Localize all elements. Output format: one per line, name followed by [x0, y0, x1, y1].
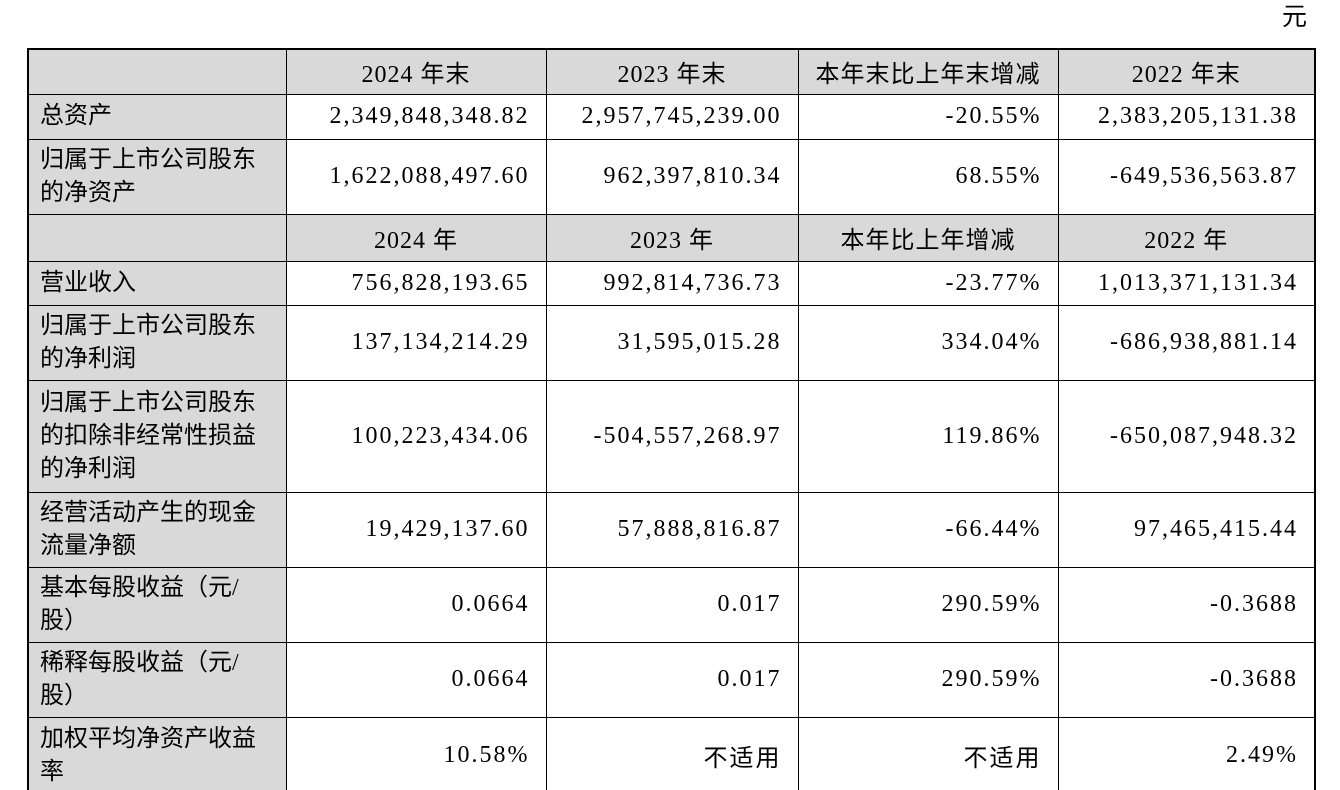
value-change: -23.77%: [797, 260, 1059, 306]
header-2024-year-end: 2024 年末: [285, 48, 547, 95]
row-label: 加权平均净资产收益率: [27, 716, 287, 790]
value-2022: 2,383,205,131.38: [1057, 93, 1316, 140]
table-row-weighted-avg-roe: 加权平均净资产收益率 10.58% 不适用 不适用 2.49%: [27, 716, 1316, 790]
value-change: -20.55%: [797, 93, 1059, 140]
value-2022: -686,938,881.14: [1057, 304, 1316, 381]
value-2023: 57,888,816.87: [545, 491, 799, 568]
header-yoy-change-year-end: 本年末比上年末增减: [797, 48, 1059, 95]
value-2024: 0.0664: [285, 641, 547, 718]
value-2022: -649,536,563.87: [1057, 138, 1316, 215]
value-2022: -650,087,948.32: [1057, 379, 1316, 493]
value-2023: 不适用: [545, 716, 799, 790]
value-2022: -0.3688: [1057, 641, 1316, 718]
value-2023: 2,957,745,239.00: [545, 93, 799, 140]
value-change: 290.59%: [797, 641, 1059, 718]
row-label: 营业收入: [27, 260, 287, 306]
table-row-total-assets: 总资产 2,349,848,348.82 2,957,745,239.00 -2…: [27, 93, 1316, 140]
header-2023-year-end: 2023 年末: [545, 48, 799, 95]
table-row-operating-revenue: 营业收入 756,828,193.65 992,814,736.73 -23.7…: [27, 260, 1316, 306]
value-change: 68.55%: [797, 138, 1059, 215]
header-2024-year: 2024 年: [285, 213, 547, 262]
header-empty-cell: [27, 213, 287, 262]
header-2023-year: 2023 年: [545, 213, 799, 262]
value-2024: 10.58%: [285, 716, 547, 790]
row-label: 归属于上市公司股东的净资产: [27, 138, 287, 215]
row-label: 归属于上市公司股东的扣除非经常性损益的净利润: [27, 379, 287, 493]
value-2022: 1,013,371,131.34: [1057, 260, 1316, 306]
section1-header-row: 2024 年末 2023 年末 本年末比上年末增减 2022 年末: [27, 48, 1316, 95]
value-2023: 0.017: [545, 641, 799, 718]
table-row-net-assets: 归属于上市公司股东的净资产 1,622,088,497.60 962,397,8…: [27, 138, 1316, 215]
table-row-net-profit: 归属于上市公司股东的净利润 137,134,214.29 31,595,015.…: [27, 304, 1316, 381]
row-label: 经营活动产生的现金流量净额: [27, 491, 287, 568]
row-label: 稀释每股收益（元/股）: [27, 641, 287, 718]
value-change: -66.44%: [797, 491, 1059, 568]
value-2023: 0.017: [545, 566, 799, 643]
value-2023: 962,397,810.34: [545, 138, 799, 215]
value-change: 290.59%: [797, 566, 1059, 643]
value-2024: 1,622,088,497.60: [285, 138, 547, 215]
value-2023: 31,595,015.28: [545, 304, 799, 381]
value-change: 334.04%: [797, 304, 1059, 381]
table-row-diluted-eps: 稀释每股收益（元/股） 0.0664 0.017 290.59% -0.3688: [27, 641, 1316, 718]
financial-summary-table: 2024 年末 2023 年末 本年末比上年末增减 2022 年末 总资产 2,…: [27, 48, 1316, 790]
header-2022-year: 2022 年: [1057, 213, 1316, 262]
currency-unit-label: 元: [1281, 4, 1307, 31]
value-2024: 19,429,137.60: [285, 491, 547, 568]
section2-header-row: 2024 年 2023 年 本年比上年增减 2022 年: [27, 213, 1316, 262]
value-change: 119.86%: [797, 379, 1059, 493]
value-2024: 2,349,848,348.82: [285, 93, 547, 140]
header-empty-cell: [27, 48, 287, 95]
value-2024: 756,828,193.65: [285, 260, 547, 306]
header-yoy-change-year: 本年比上年增减: [797, 213, 1059, 262]
value-2023: 992,814,736.73: [545, 260, 799, 306]
row-label: 总资产: [27, 93, 287, 140]
row-label: 归属于上市公司股东的净利润: [27, 304, 287, 381]
table-row-operating-cash-flow: 经营活动产生的现金流量净额 19,429,137.60 57,888,816.8…: [27, 491, 1316, 568]
header-2022-year-end: 2022 年末: [1057, 48, 1316, 95]
value-2022: 2.49%: [1057, 716, 1316, 790]
value-2024: 0.0664: [285, 566, 547, 643]
value-change: 不适用: [797, 716, 1059, 790]
row-label: 基本每股收益（元/股）: [27, 566, 287, 643]
table-row-basic-eps: 基本每股收益（元/股） 0.0664 0.017 290.59% -0.3688: [27, 566, 1316, 643]
value-2022: 97,465,415.44: [1057, 491, 1316, 568]
value-2022: -0.3688: [1057, 566, 1316, 643]
value-2024: 100,223,434.06: [285, 379, 547, 493]
value-2024: 137,134,214.29: [285, 304, 547, 381]
value-2023: -504,557,268.97: [545, 379, 799, 493]
table-row-net-profit-excl-nonrecurring: 归属于上市公司股东的扣除非经常性损益的净利润 100,223,434.06 -5…: [27, 379, 1316, 493]
